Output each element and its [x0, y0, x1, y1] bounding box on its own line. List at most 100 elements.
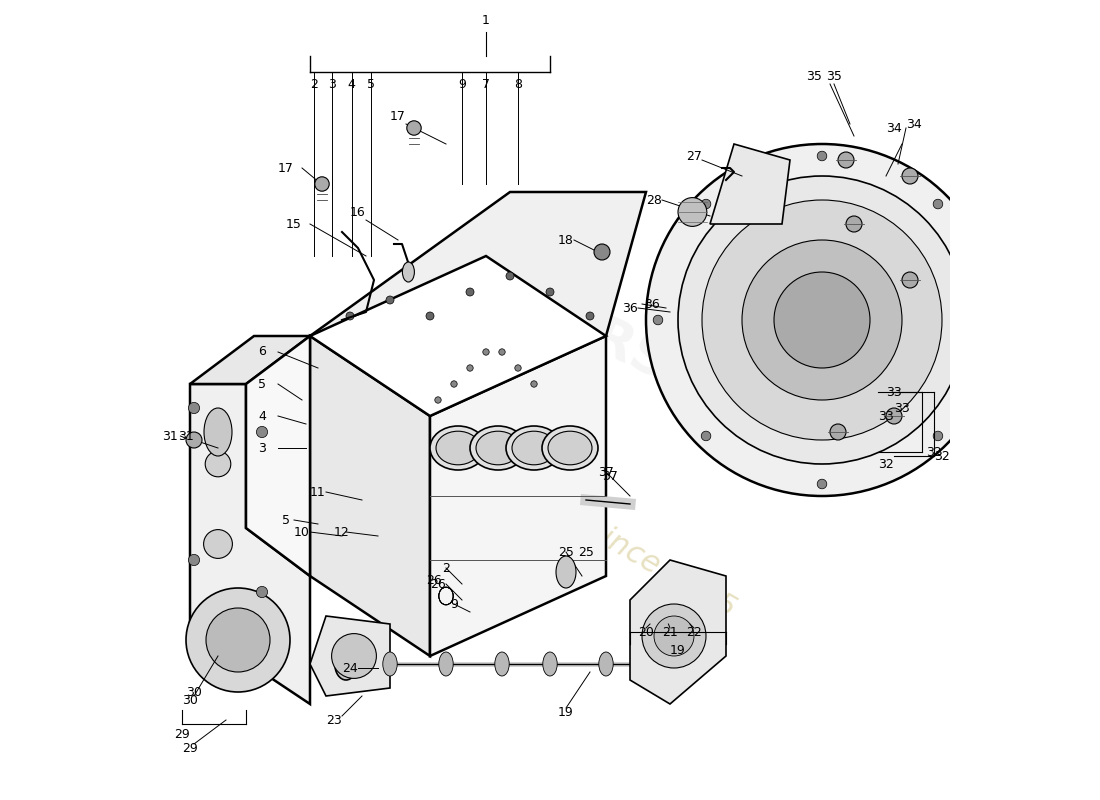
Circle shape [933, 199, 943, 209]
Text: 5: 5 [258, 378, 266, 390]
Circle shape [426, 312, 434, 320]
Text: 6: 6 [258, 346, 266, 358]
Text: 31: 31 [163, 430, 178, 442]
Circle shape [678, 198, 707, 226]
Ellipse shape [476, 431, 520, 465]
Ellipse shape [542, 426, 598, 470]
Polygon shape [190, 384, 310, 704]
Text: 2: 2 [442, 562, 450, 574]
Text: 23: 23 [326, 714, 342, 726]
Circle shape [186, 432, 202, 448]
Polygon shape [710, 144, 790, 224]
Text: 26: 26 [427, 574, 442, 586]
Ellipse shape [542, 652, 558, 676]
Circle shape [451, 381, 458, 387]
Ellipse shape [204, 408, 232, 456]
Text: 37: 37 [602, 470, 618, 482]
Text: 12: 12 [334, 526, 350, 538]
Text: 27: 27 [686, 150, 702, 162]
Text: 8: 8 [514, 78, 522, 90]
Text: 32: 32 [878, 458, 894, 470]
Circle shape [407, 121, 421, 135]
Circle shape [188, 554, 199, 566]
Text: 18: 18 [558, 234, 574, 246]
Circle shape [331, 634, 376, 678]
Text: 33: 33 [878, 410, 894, 422]
Circle shape [594, 244, 610, 260]
Text: 36: 36 [645, 298, 660, 310]
Text: 32: 32 [926, 446, 942, 458]
Text: 34: 34 [887, 122, 902, 134]
Text: 35: 35 [806, 70, 822, 82]
Ellipse shape [430, 426, 486, 470]
Circle shape [838, 152, 854, 168]
Text: 17: 17 [390, 110, 406, 122]
Circle shape [702, 200, 942, 440]
Text: 25: 25 [578, 546, 594, 558]
Circle shape [742, 240, 902, 400]
Polygon shape [310, 192, 646, 336]
Text: 4: 4 [348, 78, 355, 90]
Text: 22: 22 [686, 626, 702, 638]
Circle shape [830, 424, 846, 440]
Text: 34: 34 [906, 118, 922, 130]
Text: 10: 10 [294, 526, 310, 538]
Circle shape [654, 616, 694, 656]
Circle shape [434, 397, 441, 403]
Text: 30: 30 [183, 694, 198, 706]
Text: PORSCHE: PORSCHE [507, 277, 784, 443]
Circle shape [678, 176, 966, 464]
Circle shape [994, 300, 1034, 340]
Circle shape [466, 365, 473, 371]
Polygon shape [190, 336, 310, 384]
Ellipse shape [548, 431, 592, 465]
Circle shape [902, 168, 918, 184]
Text: 31: 31 [178, 430, 194, 442]
Circle shape [515, 365, 521, 371]
Text: 25: 25 [558, 546, 574, 558]
Text: 33: 33 [894, 402, 910, 414]
Circle shape [186, 588, 290, 692]
Text: 37: 37 [598, 466, 614, 478]
Circle shape [546, 288, 554, 296]
Circle shape [206, 451, 231, 477]
Text: 32: 32 [934, 450, 949, 462]
Text: 30: 30 [186, 686, 202, 698]
Text: 16: 16 [350, 206, 366, 218]
Polygon shape [310, 256, 606, 416]
Ellipse shape [334, 648, 358, 680]
Circle shape [204, 530, 232, 558]
Text: 3: 3 [329, 78, 337, 90]
Polygon shape [430, 336, 606, 656]
Ellipse shape [506, 426, 562, 470]
Circle shape [315, 177, 329, 191]
Text: 3: 3 [258, 442, 266, 454]
Circle shape [846, 216, 862, 232]
Text: 7: 7 [482, 78, 490, 90]
Circle shape [498, 349, 505, 355]
Circle shape [188, 402, 199, 414]
Circle shape [531, 381, 537, 387]
Text: 21: 21 [662, 626, 678, 638]
Ellipse shape [436, 431, 480, 465]
Text: 28: 28 [646, 194, 662, 206]
Circle shape [962, 268, 1066, 372]
Circle shape [346, 312, 354, 320]
Circle shape [256, 586, 267, 598]
Ellipse shape [439, 652, 453, 676]
Text: 5: 5 [366, 78, 375, 90]
Ellipse shape [598, 652, 613, 676]
Text: 17: 17 [278, 162, 294, 174]
Polygon shape [310, 616, 390, 696]
Text: 29: 29 [174, 728, 190, 741]
Text: 20: 20 [638, 626, 653, 638]
Circle shape [483, 349, 490, 355]
Text: 11: 11 [310, 486, 326, 498]
Polygon shape [246, 336, 310, 576]
Text: 36: 36 [623, 302, 638, 314]
Circle shape [981, 315, 991, 325]
Circle shape [817, 151, 827, 161]
Text: a passion for parts since 1985: a passion for parts since 1985 [327, 368, 741, 624]
Circle shape [586, 312, 594, 320]
Circle shape [386, 296, 394, 304]
